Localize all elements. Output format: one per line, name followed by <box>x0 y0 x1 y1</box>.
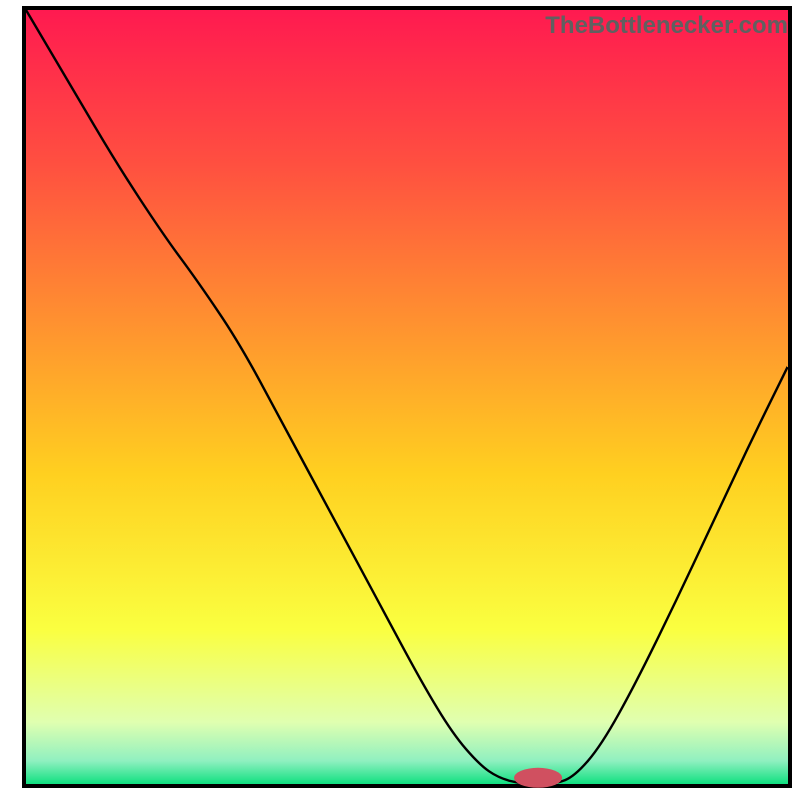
bottleneck-chart: TheBottlenecker.com <box>0 0 800 800</box>
plot-area <box>22 6 792 788</box>
watermark-text: TheBottlenecker.com <box>545 12 788 40</box>
